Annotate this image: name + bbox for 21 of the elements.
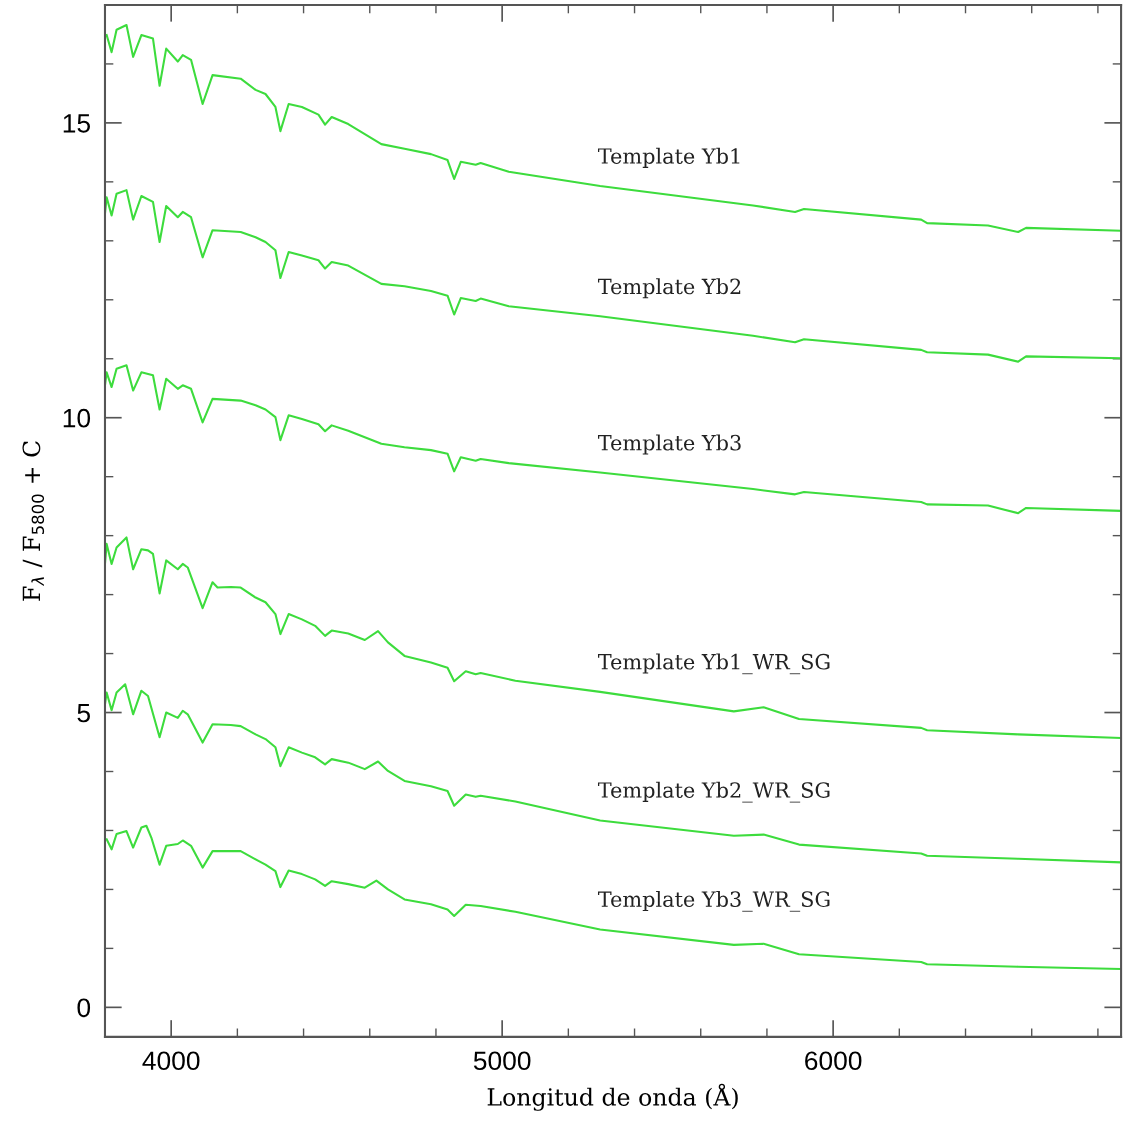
x-tick-label: 6000 (805, 1051, 862, 1071)
series-label: Template Yb1_WR_SG (597, 653, 830, 675)
line-series (105, 23, 1122, 234)
line-series (104, 683, 1122, 864)
x-axis-title: Longitud de onda (Å) (487, 1083, 738, 1111)
line-series (104, 189, 1122, 363)
line-series (104, 536, 1122, 739)
y-axis-title: F$_{λ}$ / F$_{5800}$ + C (22, 441, 45, 601)
x-tick-label: 5000 (473, 1051, 531, 1071)
series-label: Template Yb2 (597, 278, 741, 299)
series-label: Template Yb2_WR_SG (597, 781, 830, 803)
series-label: Template Yb1 (597, 147, 740, 168)
y-tick-label: 0 (77, 998, 91, 1018)
y-tick-label: 15 (63, 114, 90, 133)
line-series (104, 364, 1122, 515)
line-series (105, 824, 1122, 971)
y-tick-label: 10 (63, 408, 91, 428)
x-tick-label: 4000 (142, 1051, 200, 1071)
y-tick-label: 5 (77, 703, 90, 723)
series-label: Template Yb3_WR_SG (597, 890, 830, 912)
series-label: Template Yb3 (597, 434, 741, 455)
